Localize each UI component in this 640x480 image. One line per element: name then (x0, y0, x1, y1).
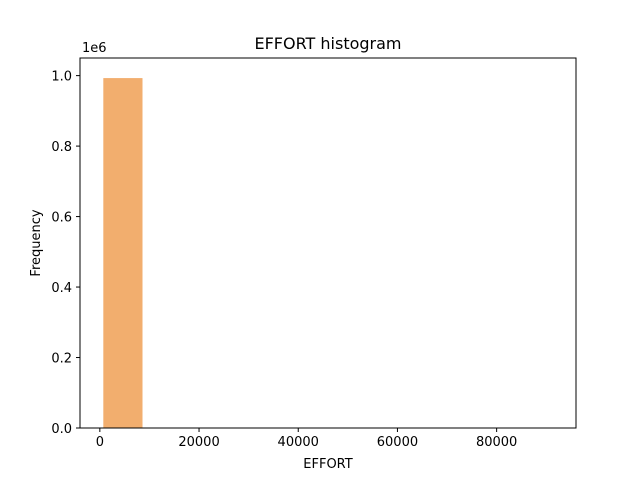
y-tick-label-3: 0.6 (51, 211, 72, 226)
y-axis-offset-label: 1e6 (82, 41, 107, 56)
x-axis-label: EFFORT (303, 457, 352, 472)
y-tick-label-1: 0.2 (51, 352, 72, 367)
y-tick-label-0: 0.0 (51, 422, 72, 437)
x-ticks-group: 0 20000 40000 60000 80000 (96, 428, 517, 450)
x-tick-label-3: 60000 (377, 435, 418, 450)
y-ticks-group: 0.0 0.2 0.4 0.6 0.8 1.0 (51, 70, 80, 437)
histogram-bar-0 (103, 78, 143, 428)
x-tick-label-4: 80000 (476, 435, 517, 450)
x-tick-label-0: 0 (96, 435, 104, 450)
chart-title: EFFORT histogram (254, 34, 401, 53)
plot-frame (79, 57, 577, 429)
y-tick-label-2: 0.4 (51, 281, 72, 296)
y-tick-label-5: 1.0 (51, 70, 72, 85)
x-tick-label-1: 20000 (178, 435, 219, 450)
bars-group (103, 78, 143, 428)
x-tick-label-2: 40000 (278, 435, 319, 450)
y-tick-label-4: 0.8 (51, 140, 72, 155)
y-axis-label: Frequency (29, 209, 44, 276)
